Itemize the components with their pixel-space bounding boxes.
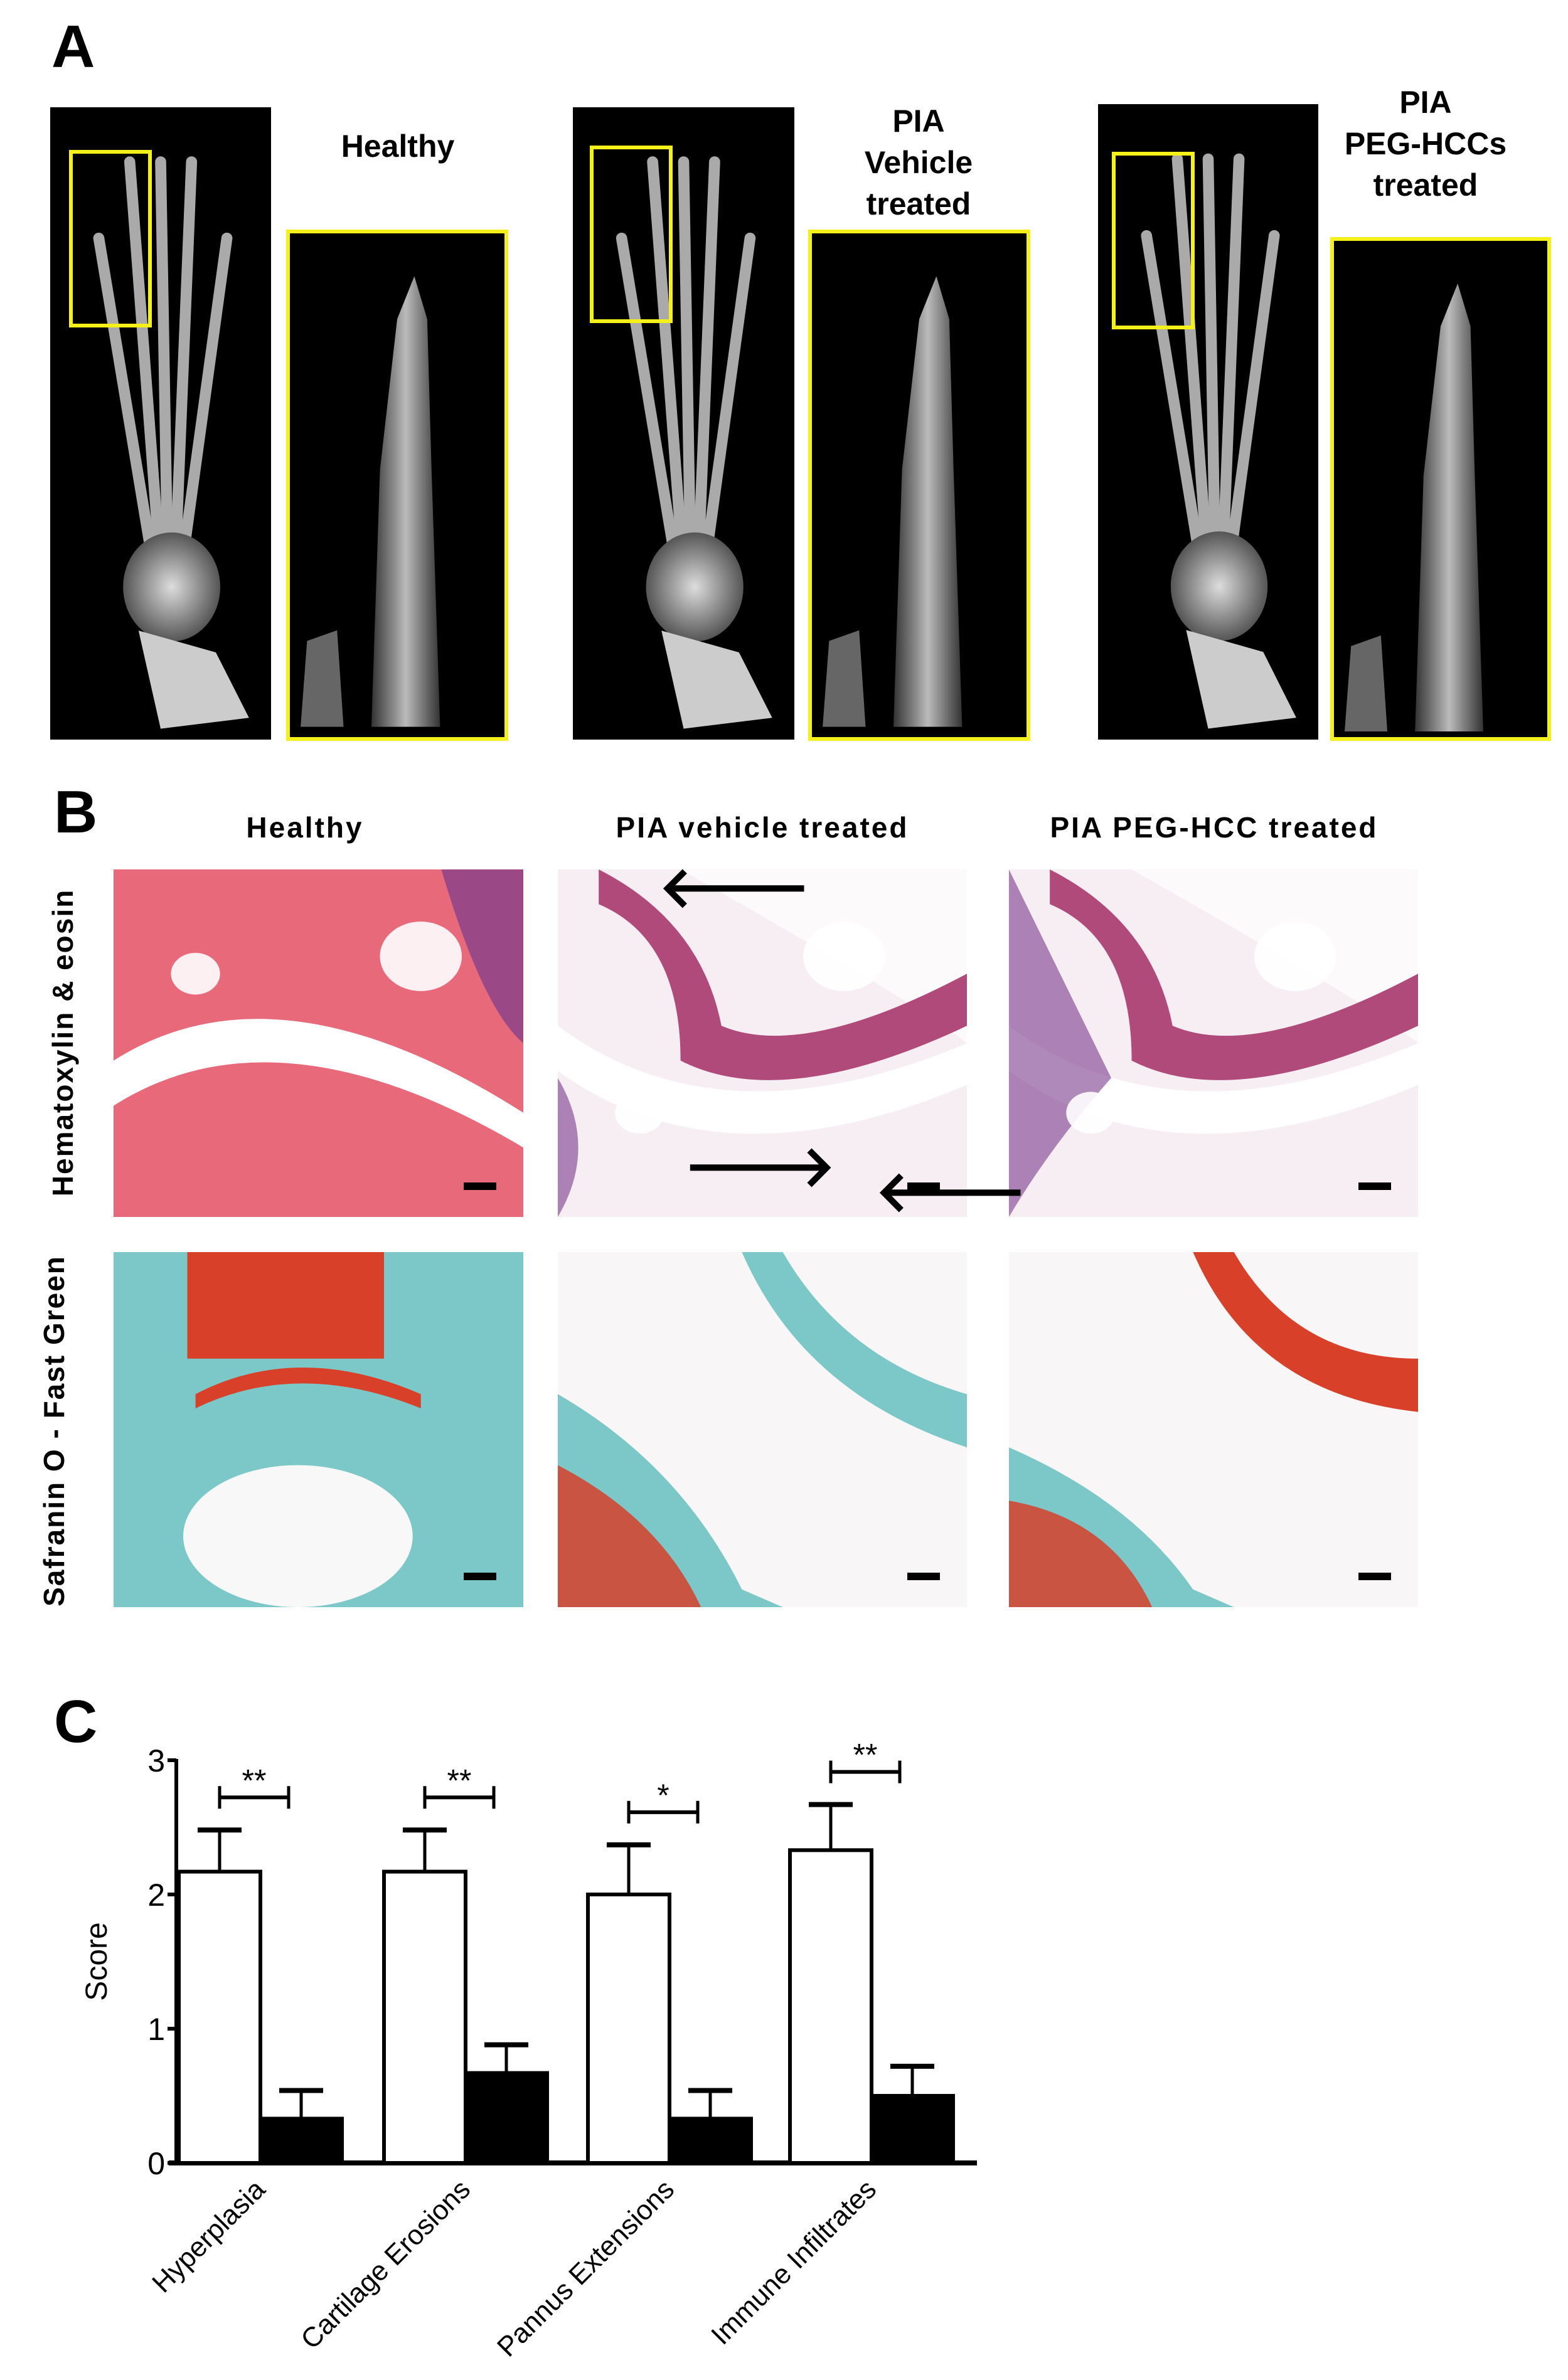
xray-finger-zoom-image <box>1330 237 1551 741</box>
category-label: Immune Infiltrates <box>705 2174 882 2351</box>
significance-label: * <box>657 1778 669 1813</box>
category-label: Pannus Extensions <box>491 2174 680 2362</box>
xray-hand-image <box>1098 104 1318 740</box>
safranin-histology-image <box>558 1252 967 1607</box>
zoom-region-box <box>590 146 673 323</box>
bar-chart: 0 1 2 3 Score ** Hyperplasia ** Cartilage Erosio… <box>0 1694 1067 2377</box>
row-label-he: Hematoxylin & eosin <box>46 888 79 1197</box>
title-line: treated <box>866 186 971 221</box>
category-label: Hyperplasia <box>146 2174 271 2298</box>
xray-finger-zoom-image <box>808 230 1030 741</box>
xray-group-title: PIA PEG-HCCs treated <box>1331 82 1520 206</box>
y-tick-label: 2 <box>147 1878 165 1913</box>
he-histology-image <box>1009 869 1418 1217</box>
scale-bar <box>464 1573 496 1580</box>
xray-finger-zoom-image <box>286 230 508 741</box>
title-line: PEG-HCCs <box>1344 126 1507 161</box>
significance-label: ** <box>447 1763 472 1798</box>
xray-hand-image <box>50 107 271 740</box>
column-title-vehicle: PIA vehicle treated <box>616 811 909 844</box>
title-line: PIA <box>1399 85 1452 120</box>
category-label: Cartilage Erosions <box>295 2174 476 2355</box>
y-tick-label: 0 <box>147 2146 165 2181</box>
bar <box>259 2117 344 2165</box>
scale-bar <box>907 1573 940 1580</box>
bar <box>668 2117 753 2165</box>
y-axis-label: Score <box>80 1922 114 2000</box>
bar <box>870 2094 955 2165</box>
safranin-histology-image <box>1009 1252 1418 1607</box>
bar <box>586 1893 671 2165</box>
scale-bar <box>1358 1182 1391 1190</box>
arrow-right-icon: 🡒 <box>684 1135 836 1198</box>
xray-group-title: Healthy <box>304 125 492 167</box>
arrow-left-icon: 🡐 <box>659 856 811 919</box>
panel-a-label: A <box>51 13 95 80</box>
bar <box>788 1848 873 2165</box>
title-line: Healthy <box>341 129 455 164</box>
title-line: Vehicle <box>864 145 973 180</box>
panel-b-label: B <box>54 778 98 846</box>
title-line: treated <box>1373 167 1478 203</box>
column-title-healthy: Healthy <box>246 811 364 844</box>
significance-label: ** <box>242 1763 267 1798</box>
bar <box>464 2071 549 2165</box>
xray-hand-image <box>573 107 794 740</box>
zoom-region-box <box>69 150 152 327</box>
y-tick-label: 3 <box>147 1743 165 1778</box>
zoom-region-box <box>1112 152 1195 329</box>
bar-chart-svg: 0 1 2 3 Score ** Hyperplasia ** Cartilage Erosio… <box>80 1738 977 2362</box>
safranin-histology-image <box>114 1252 523 1607</box>
y-tick-label: 1 <box>147 2012 165 2047</box>
row-label-safranin: Safranin O - Fast Green <box>38 1255 70 1607</box>
he-histology-image <box>558 869 967 1217</box>
panel-c-label: C <box>54 1688 98 1755</box>
scale-bar <box>464 1182 496 1190</box>
bar <box>177 1869 262 2165</box>
title-line: PIA <box>892 104 945 139</box>
arrow-left-icon: 🡐 <box>875 1161 1027 1223</box>
bar <box>382 1869 467 2165</box>
he-histology-image <box>114 869 523 1217</box>
xray-group-title: PIA Vehicle treated <box>824 100 1013 225</box>
column-title-peg-hcc: PIA PEG-HCC treated <box>1050 811 1379 844</box>
scale-bar <box>907 1182 940 1190</box>
significance-label: ** <box>853 1738 878 1773</box>
scale-bar <box>1358 1573 1391 1580</box>
